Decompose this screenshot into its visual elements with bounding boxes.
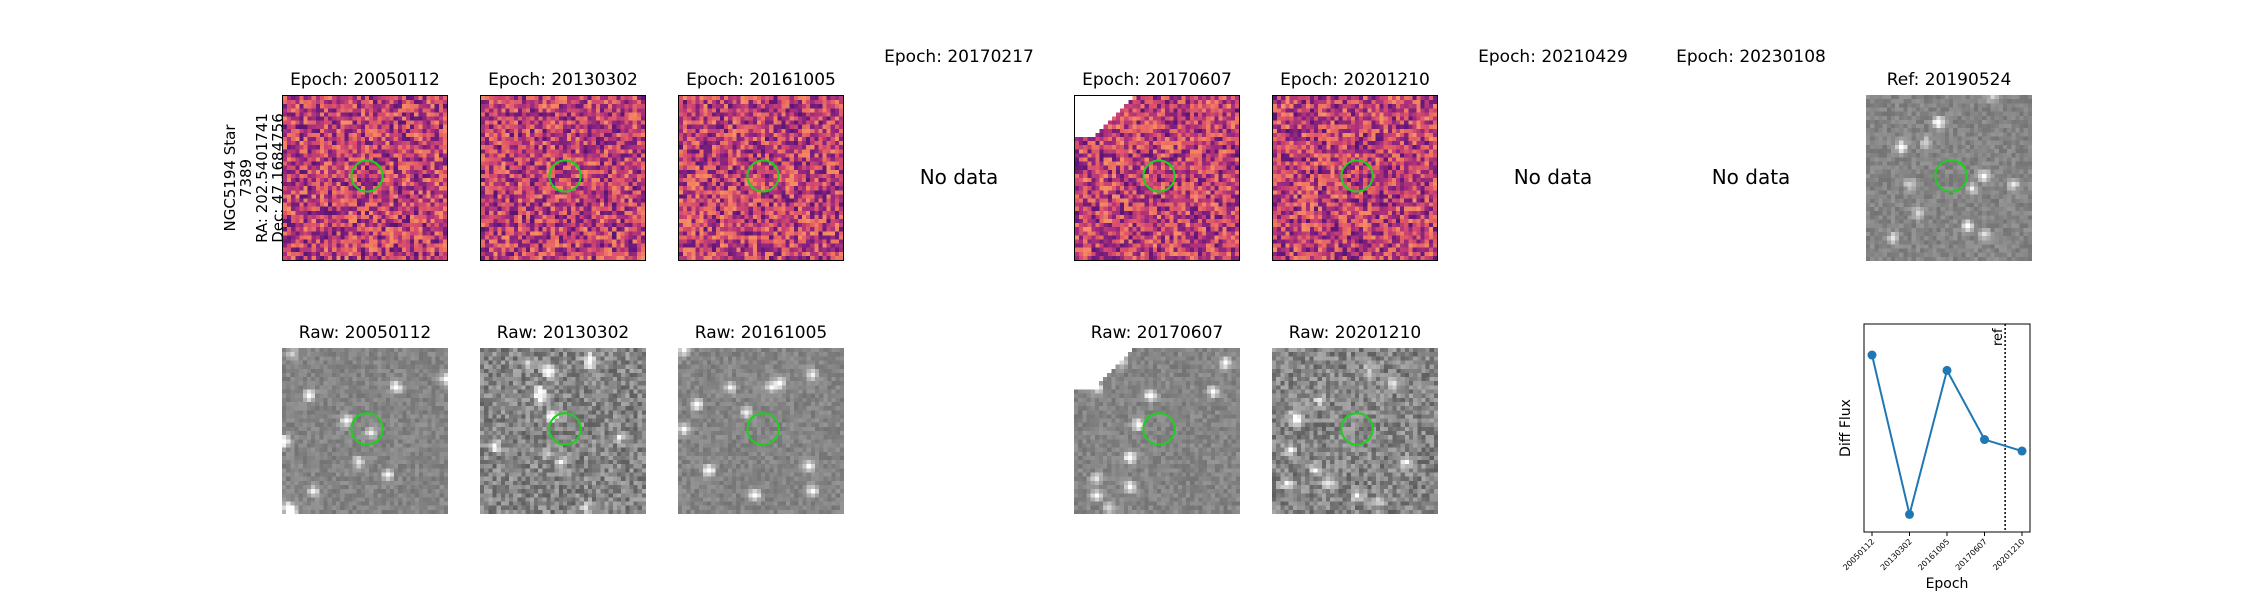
raw-image bbox=[282, 348, 448, 514]
x-tick-label: 20170607 bbox=[1954, 537, 1989, 572]
reference-image bbox=[1866, 95, 2032, 261]
difference-image bbox=[1074, 95, 1240, 261]
x-tick-label: 20130302 bbox=[1879, 537, 1914, 572]
raw-image bbox=[1272, 348, 1438, 514]
data-point bbox=[1980, 435, 1989, 445]
panel-title: Epoch: 20170607 bbox=[1082, 70, 1232, 90]
x-tick-label: 20161005 bbox=[1916, 537, 1951, 572]
aperture-circle bbox=[1142, 412, 1176, 446]
panel-title: Epoch: 20130302 bbox=[488, 70, 638, 90]
aperture-circle bbox=[746, 412, 780, 446]
panel-title: Epoch: 20170217 bbox=[884, 47, 1034, 67]
series-line bbox=[1871, 354, 2023, 515]
panel-title: Raw: 20170607 bbox=[1090, 323, 1224, 343]
raw-image bbox=[1074, 348, 1240, 514]
light-curve-chart: ref 20050112 20130302 20161005 20170607 20201… bbox=[1838, 323, 2031, 592]
panel-title: Epoch: 20201210 bbox=[1280, 70, 1430, 90]
raw-image bbox=[480, 348, 646, 514]
panel-title: Ref: 20190524 bbox=[1886, 70, 2012, 90]
difference-image bbox=[1272, 95, 1438, 261]
aperture-circle bbox=[548, 159, 582, 193]
aperture-circle bbox=[1934, 159, 1968, 193]
no-data-label: No data bbox=[1513, 165, 1593, 189]
aperture-circle bbox=[1142, 159, 1176, 193]
aperture-circle bbox=[548, 412, 582, 446]
y-axis-label: Diff Flux bbox=[1838, 399, 1854, 457]
star-name: NGC5194 Star 7389 bbox=[221, 124, 255, 232]
difference-image bbox=[480, 95, 646, 261]
panel-title: Epoch: 20230108 bbox=[1676, 47, 1826, 67]
x-tick-label: 20201210 bbox=[1991, 537, 2026, 572]
difference-image bbox=[282, 95, 448, 261]
no-data-label: No data bbox=[1711, 165, 1791, 189]
panel-title: Epoch: 20161005 bbox=[686, 70, 836, 90]
aperture-circle bbox=[350, 412, 384, 446]
star-label: NGC5194 Star 7389 RA: 202.5401741 Dec: 4… bbox=[221, 108, 287, 248]
data-point bbox=[1867, 350, 1877, 360]
panel-title: Raw: 20050112 bbox=[298, 323, 432, 343]
x-tick-label: 20050112 bbox=[1841, 537, 1876, 572]
aperture-circle bbox=[1340, 412, 1374, 446]
data-point bbox=[2017, 446, 2027, 456]
panel-title: Epoch: 20210429 bbox=[1478, 47, 1628, 67]
panel-title: Raw: 20201210 bbox=[1288, 323, 1422, 343]
panel-title: Raw: 20161005 bbox=[694, 323, 828, 343]
no-data-label: No data bbox=[919, 165, 999, 189]
aperture-circle bbox=[350, 159, 384, 193]
ref-label: ref bbox=[1991, 328, 2006, 346]
data-point bbox=[1942, 365, 1952, 375]
aperture-circle bbox=[746, 159, 780, 193]
aperture-circle bbox=[1340, 159, 1374, 193]
data-point bbox=[1905, 509, 1914, 519]
raw-image bbox=[678, 348, 844, 514]
x-axis-label: Epoch bbox=[1926, 576, 1969, 592]
panel-title: Raw: 20130302 bbox=[496, 323, 630, 343]
difference-image bbox=[678, 95, 844, 261]
panel-title: Epoch: 20050112 bbox=[290, 70, 440, 90]
star-ra: RA: 202.5401741 bbox=[253, 113, 271, 243]
